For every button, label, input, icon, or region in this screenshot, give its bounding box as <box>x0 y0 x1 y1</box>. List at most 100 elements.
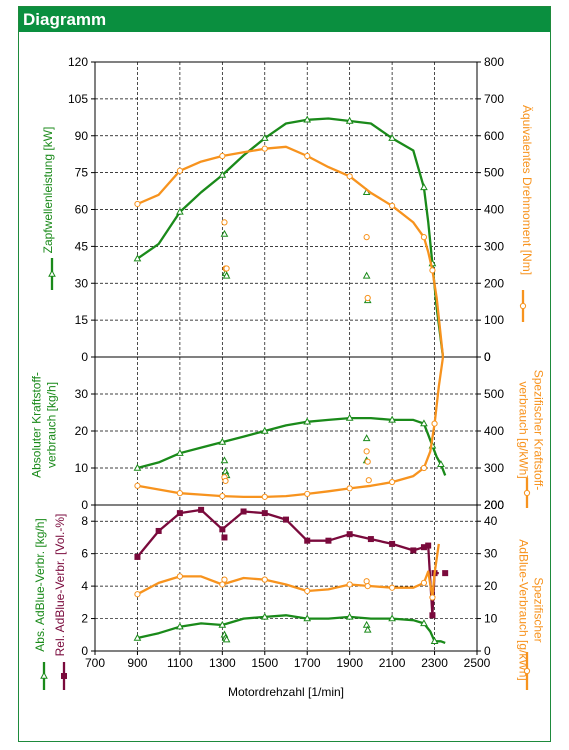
right-tick-label: 30 <box>484 547 498 561</box>
scatter-point-maroon <box>442 570 449 577</box>
right-tick-label: 600 <box>484 129 504 143</box>
scatter-point-orange <box>363 578 370 585</box>
data-point-orange <box>304 152 311 160</box>
data-point-green <box>388 133 396 141</box>
right-tick-label: 300 <box>484 239 504 253</box>
data-point-orange <box>420 464 428 472</box>
x-tick-label: 1700 <box>294 656 321 670</box>
left-tick-label: 10 <box>75 461 89 475</box>
left-axis-label-fuel-text: verbrauch [kg/h] <box>45 382 59 468</box>
data-point-green <box>260 612 269 620</box>
series-line-adblue-orange <box>136 543 440 599</box>
x-tick-label: 1300 <box>209 656 236 670</box>
data-point-maroon <box>176 510 183 517</box>
right-axis-label-specific-fuel-text: Spezifischer Kraftstoff- <box>532 370 546 491</box>
right-axis-label-adblue-specific-text: Spezifischer <box>532 577 546 642</box>
data-point-green <box>176 622 184 630</box>
scatter-point-green <box>362 434 371 442</box>
data-point-orange <box>176 490 183 497</box>
scatter-point-orange <box>221 576 228 583</box>
data-point-orange <box>420 579 428 586</box>
data-point-orange <box>346 173 353 180</box>
right-tick-label: 40 <box>484 514 498 528</box>
data-point-maroon <box>410 547 417 554</box>
x-tick-label: 900 <box>127 656 147 670</box>
series-line-fuel-green <box>137 416 447 476</box>
left-tick-label: 0 <box>81 498 88 512</box>
scatter-point-orange <box>363 448 370 455</box>
legend-adblue-abs-marker <box>40 671 48 679</box>
left-tick-label: 0 <box>81 644 88 658</box>
data-point-maroon <box>219 526 226 533</box>
data-point-orange <box>304 587 311 595</box>
data-point-orange <box>261 576 268 583</box>
right-axis-label-torque-text: Äquivalentes Drehmoment [Nm] <box>520 105 534 275</box>
data-point-maroon <box>283 516 289 523</box>
left-tick-label: 0 <box>81 350 88 364</box>
data-point-orange <box>346 485 353 492</box>
data-point-green <box>176 207 184 215</box>
left-axis-label-adblue-abs-text: Abs. AdBlue-Verbr. [kg/h] <box>33 518 47 651</box>
data-point-orange <box>176 167 183 174</box>
legend-power-marker <box>48 269 56 277</box>
x-tick-label: 1500 <box>251 656 278 670</box>
data-point-orange <box>176 573 183 580</box>
data-point-maroon <box>425 542 432 549</box>
data-point-orange <box>219 581 226 588</box>
data-point-maroon <box>261 510 268 517</box>
right-tick-label: 500 <box>484 166 504 180</box>
data-point-green <box>133 633 142 641</box>
x-tick-label: 2100 <box>379 656 406 670</box>
left-axis-label-power-text: Zapfwellenleistung [kW] <box>41 127 55 254</box>
left-axis-label-power: Zapfwellenleistung [kW] <box>41 127 55 254</box>
x-tick-label: 2300 <box>421 656 448 670</box>
series-line-adblue-maroon <box>136 508 439 617</box>
series-line-power-torque-green <box>136 117 445 358</box>
data-point-maroon <box>155 527 162 534</box>
data-point-green <box>345 116 354 124</box>
scatter-point-green <box>362 271 371 279</box>
data-point-green <box>303 614 312 622</box>
scatter-point-green <box>222 635 231 643</box>
data-point-orange <box>261 493 268 500</box>
legend-adblue-specific-marker <box>523 667 531 675</box>
right-tick-label: 300 <box>484 461 504 475</box>
right-axis-label-torque: Äquivalentes Drehmoment [Nm] <box>520 105 534 275</box>
x-tick-label: 2500 <box>464 656 491 670</box>
right-tick-label: 200 <box>484 498 504 512</box>
left-axis-label-fuel-text: Absoluter Kraftstoff- <box>30 372 44 478</box>
data-point-orange <box>134 200 141 208</box>
right-axis-label-specific-fuel: Spezifischer Kraftstoff-verbrauch [g/kWh… <box>517 370 546 491</box>
data-point-green <box>345 413 354 421</box>
data-point-green <box>303 115 312 123</box>
scatter-point-orange <box>364 294 371 302</box>
scatter-point-orange <box>222 477 229 485</box>
left-tick-label: 90 <box>75 129 89 143</box>
data-point-green <box>303 417 312 425</box>
data-point-green <box>388 614 396 622</box>
data-point-orange <box>429 267 436 274</box>
legend-torque-marker <box>519 302 527 310</box>
data-point-maroon <box>429 612 436 619</box>
right-tick-label: 0 <box>484 350 491 364</box>
left-tick-label: 6 <box>81 547 88 561</box>
x-tick-label: 700 <box>85 656 105 670</box>
data-point-orange <box>389 478 396 486</box>
right-axis-label-specific-fuel-text: verbrauch [g/kWh] <box>517 381 531 478</box>
scatter-point-orange <box>223 265 230 272</box>
data-point-green <box>218 437 227 445</box>
left-tick-label: 20 <box>75 424 89 438</box>
data-point-green <box>420 419 428 427</box>
left-tick-label: 60 <box>75 203 89 217</box>
series-line-fuel-orange <box>137 356 445 499</box>
data-point-orange <box>389 584 396 591</box>
right-tick-label: 800 <box>484 55 504 69</box>
data-point-green <box>176 448 184 456</box>
right-tick-label: 20 <box>484 579 498 593</box>
left-axis-label-adblue-rel-text: Rel. AdBlue-Verbr. [Vol.-%] <box>53 514 67 657</box>
left-tick-label: 45 <box>75 239 89 253</box>
right-tick-label: 0 <box>484 350 491 364</box>
legend-specific-fuel-marker <box>523 489 531 497</box>
right-tick-label: 10 <box>484 612 498 626</box>
